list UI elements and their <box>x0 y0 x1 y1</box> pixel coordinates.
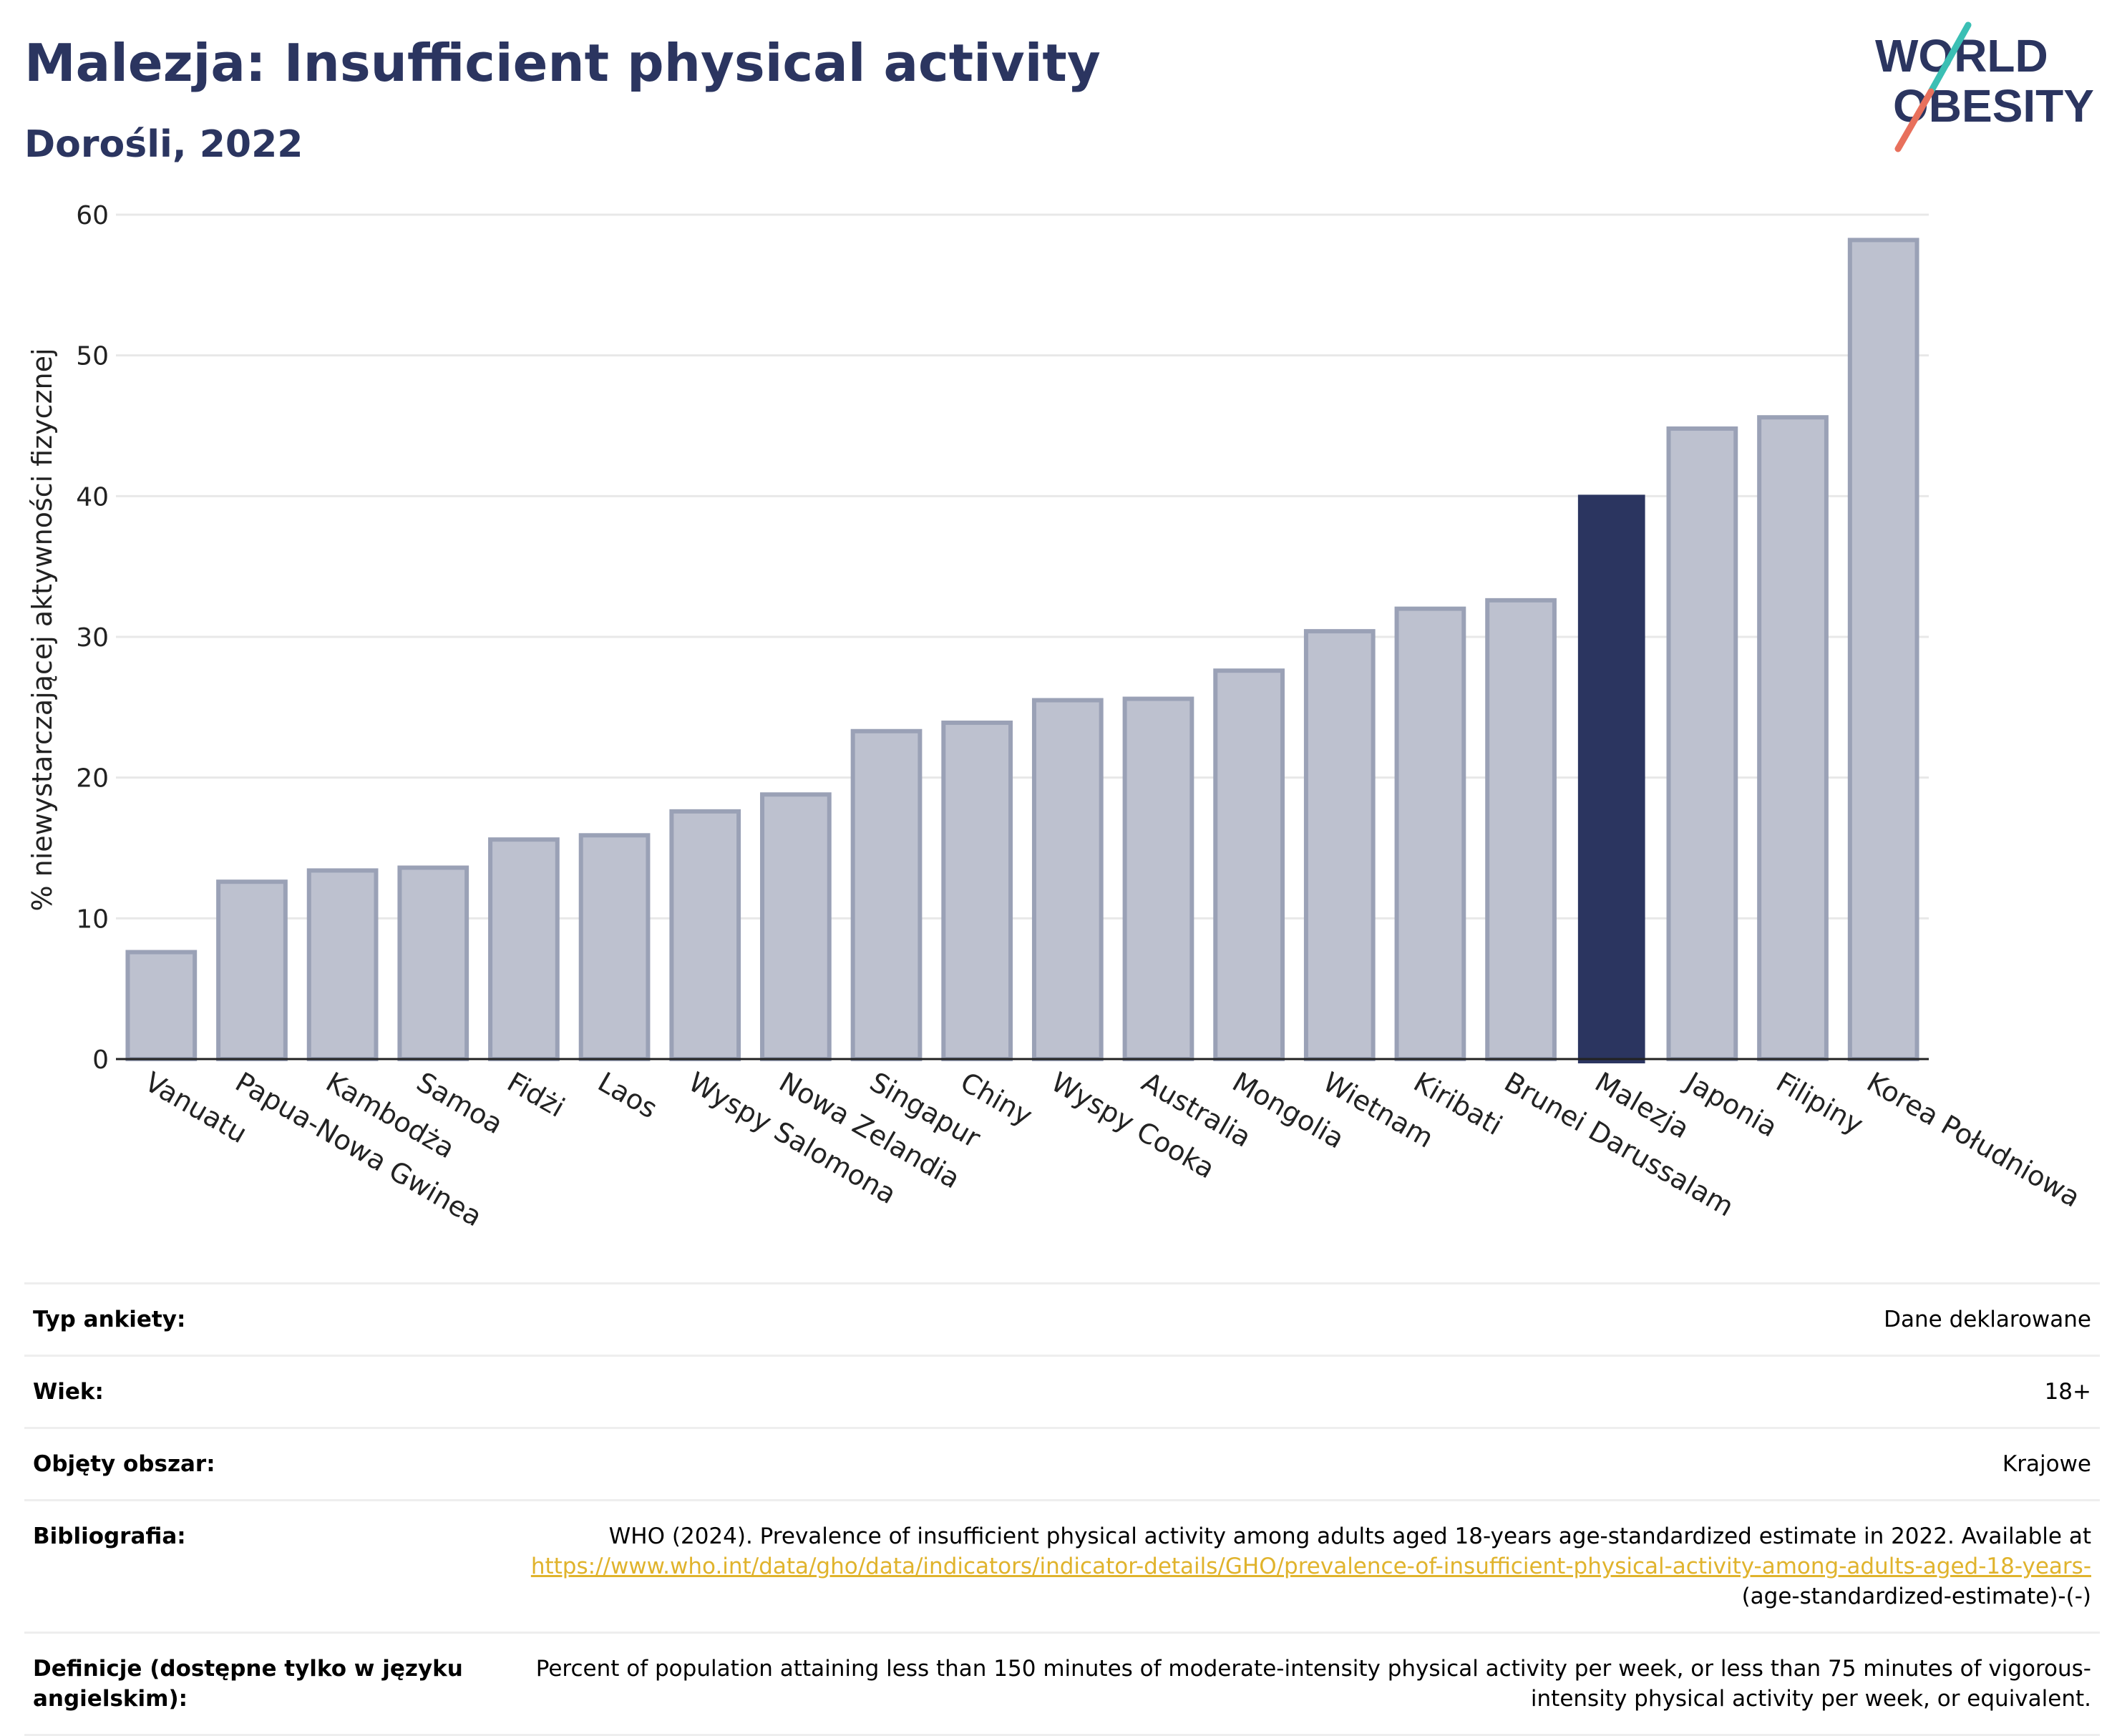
bar <box>216 879 288 1061</box>
bibliography-link[interactable]: https://www.who.int/data/gho/data/indica… <box>530 1554 2091 1579</box>
page-subtitle: Dorośli, 2022 <box>24 123 303 166</box>
info-row: Wiek: 18+ <box>24 1355 2100 1427</box>
bar <box>1394 606 1466 1061</box>
grid-lines <box>116 213 1929 920</box>
x-tick-label: Fidżi <box>502 1066 570 1123</box>
info-value: Dane deklarowane <box>1884 1307 2091 1332</box>
bar <box>397 865 469 1061</box>
page-title: Malezja: Insufficient physical activity <box>24 33 1101 93</box>
info-label: Bibliografia: <box>33 1523 186 1549</box>
bar <box>760 792 832 1062</box>
bar <box>1213 668 1285 1061</box>
bar <box>1577 494 1645 1063</box>
bar <box>669 809 741 1062</box>
world-obesity-logo: WORLD OBESITY <box>1875 21 2094 152</box>
y-tick-label: 50 <box>76 342 109 371</box>
bar <box>1122 696 1194 1061</box>
info-value: 18+ <box>2044 1379 2091 1405</box>
bar <box>578 833 651 1062</box>
x-tick-label: Vanuatu <box>140 1066 253 1149</box>
info-row: Bibliografia: WHO (2024). Prevalence of i… <box>24 1499 2100 1632</box>
info-row: Typ ankiety: Dane deklarowane <box>24 1282 2100 1355</box>
bar <box>125 950 198 1061</box>
bar <box>850 728 923 1061</box>
y-tick-labels: 0 10 20 30 40 50 60 <box>76 201 109 1075</box>
bar <box>306 868 379 1061</box>
x-tick-label: Filipiny <box>1771 1066 1869 1141</box>
info-label: Wiek: <box>33 1379 104 1405</box>
bar <box>941 720 1013 1061</box>
bibliography-suffix: (age-standardized-estimate)-(-) <box>1741 1584 2091 1609</box>
y-axis-label: % niewystarczającej aktywności fizycznej <box>26 348 58 911</box>
y-tick-label: 60 <box>76 201 109 230</box>
bibliography-text: WHO (2024). Prevalence of insufficient p… <box>608 1523 2091 1549</box>
logo-slash-bottom <box>1894 88 1934 152</box>
x-tick-label: Laos <box>593 1066 663 1125</box>
info-value: Krajowe <box>2002 1451 2091 1477</box>
bar <box>1303 629 1376 1061</box>
bar <box>1757 415 1829 1061</box>
y-tick-label: 0 <box>92 1045 109 1075</box>
info-label: Definicje (dostępne tylko w języku angie… <box>33 1656 463 1712</box>
bars <box>125 238 1919 1063</box>
info-row: Definicje (dostępne tylko w języku angie… <box>24 1632 2100 1736</box>
info-value: Percent of population attaining less tha… <box>535 1656 2091 1712</box>
y-tick-label: 10 <box>76 904 109 934</box>
bar <box>488 837 560 1061</box>
bar <box>1666 426 1738 1061</box>
info-label: Objęty obszar: <box>33 1451 215 1477</box>
info-row: Objęty obszar: Krajowe <box>24 1427 2100 1499</box>
x-tick-label: Japonia <box>1679 1066 1783 1143</box>
info-table: Typ ankiety: Dane deklarowane Wiek: 18+ Obję… <box>24 1282 2100 1736</box>
y-tick-label: 20 <box>76 764 109 794</box>
y-tick-label: 30 <box>76 623 109 653</box>
x-tick-label: Korea Południowa <box>1862 1066 2086 1214</box>
info-label: Typ ankiety: <box>33 1307 186 1332</box>
bar <box>1485 598 1557 1061</box>
y-tick-label: 40 <box>76 482 109 512</box>
logo-slash-top <box>1927 21 1972 95</box>
info-value: WHO (2024). Prevalence of insufficient p… <box>491 1521 2091 1611</box>
bar <box>1847 238 1919 1061</box>
bar <box>1031 698 1104 1061</box>
logo-line2: OBESITY <box>1893 80 2094 132</box>
